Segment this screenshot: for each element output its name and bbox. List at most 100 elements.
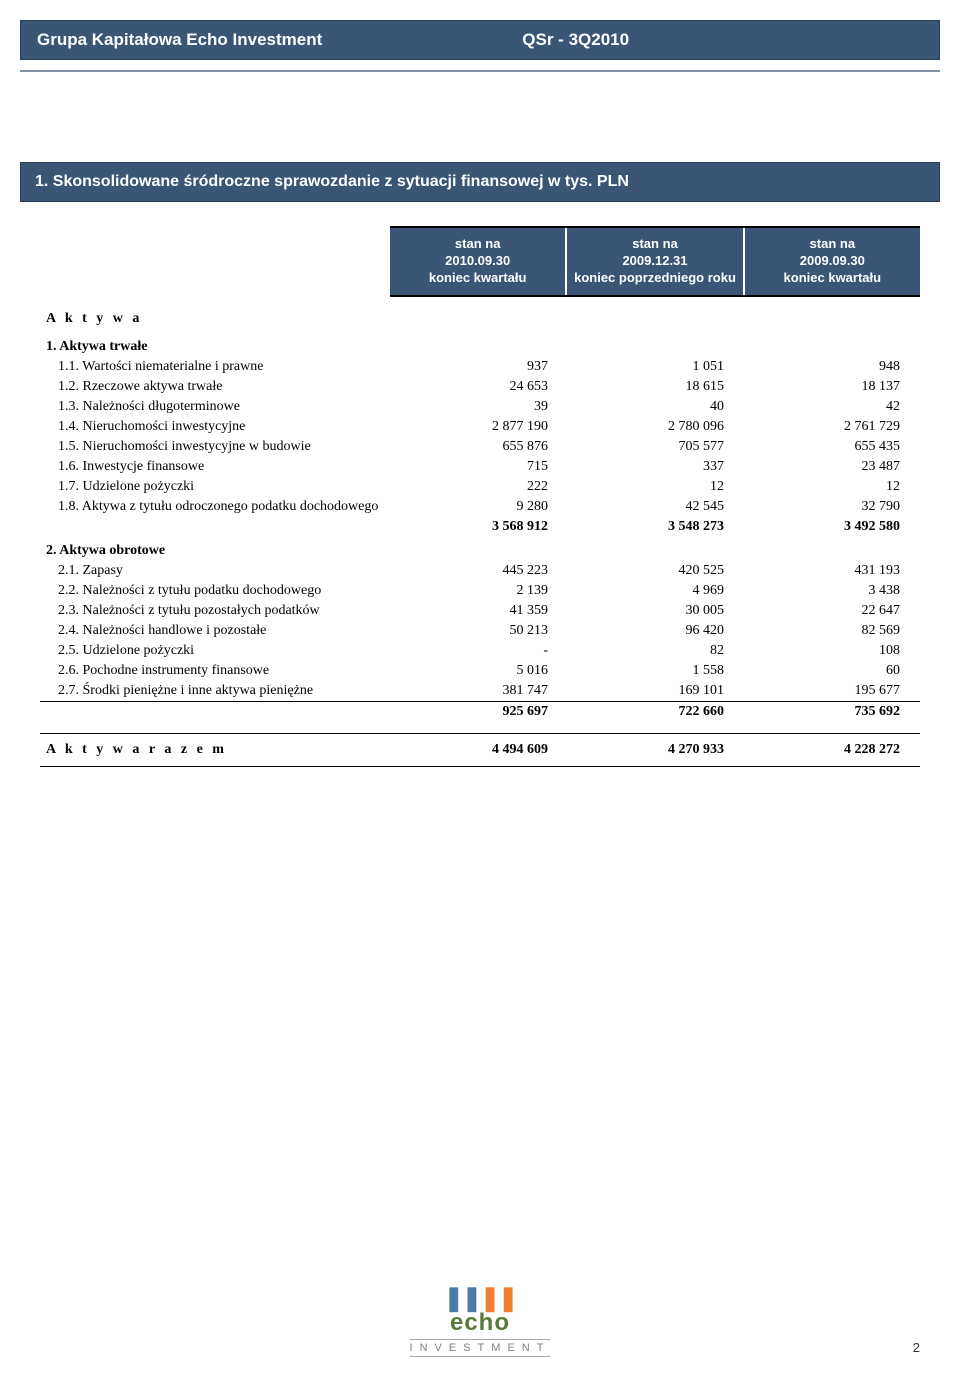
table-row: 2.3. Należności z tytułu pozostałych pod… — [40, 601, 920, 621]
row-label: 1.3. Należności długoterminowe — [40, 397, 392, 417]
row-value — [392, 333, 568, 357]
column-headers-row: stan na 2010.09.30 koniec kwartału stan … — [40, 226, 920, 297]
spacer-row — [40, 722, 920, 734]
row-value: 9 280 — [392, 497, 568, 517]
page-footer: ❚❚❚❚ echo INVESTMENT — [0, 1284, 960, 1357]
label-column-spacer — [40, 226, 390, 297]
row-value: 42 — [744, 397, 920, 417]
header-underline — [20, 70, 940, 72]
row-value: 937 — [392, 357, 568, 377]
row-label: 1.5. Nieruchomości inwestycyjne w budowi… — [40, 437, 392, 457]
table-row: 1.8. Aktywa z tytułu odroczonego podatku… — [40, 497, 920, 517]
col2-line2: 2009.12.31 — [622, 253, 687, 268]
row-value: 948 — [744, 357, 920, 377]
row-label: 1.2. Rzeczowe aktywa trwałe — [40, 377, 392, 397]
table-row: A k t y w a — [40, 297, 920, 333]
col3-line2: 2009.09.30 — [800, 253, 865, 268]
grand-value: 4 494 609 — [392, 734, 568, 767]
financial-table-wrap: A k t y w a1. Aktywa trwałe1.1. Wartości… — [40, 297, 920, 768]
logo-subtext: INVESTMENT — [410, 1339, 551, 1357]
row-value: 381 747 — [392, 681, 568, 702]
table-row: 2.1. Zapasy445 223420 525431 193 — [40, 561, 920, 581]
row-value: 431 193 — [744, 561, 920, 581]
col-head-3: stan na 2009.09.30 koniec kwartału — [745, 228, 920, 295]
report-ref: QSr - 3Q2010 — [522, 30, 629, 50]
col1-line1: stan na — [455, 236, 501, 251]
row-value: 22 647 — [744, 601, 920, 621]
row-label: 2.5. Udzielone pożyczki — [40, 641, 392, 661]
row-value: 40 — [568, 397, 744, 417]
table-row: 2.2. Należności z tytułu podatku dochodo… — [40, 581, 920, 601]
table-row: 1.3. Należności długoterminowe394042 — [40, 397, 920, 417]
row-label: 2.1. Zapasy — [40, 561, 392, 581]
row-value: 2 139 — [392, 581, 568, 601]
row-value: 82 569 — [744, 621, 920, 641]
row-value: 4 969 — [568, 581, 744, 601]
row-value — [568, 297, 744, 333]
col2-line1: stan na — [632, 236, 678, 251]
table-row: 1.6. Inwestycje finansowe71533723 487 — [40, 457, 920, 477]
row-value: 1 558 — [568, 661, 744, 681]
col1-line2: 2010.09.30 — [445, 253, 510, 268]
table-row: 1.4. Nieruchomości inwestycyjne2 877 190… — [40, 417, 920, 437]
row-value: 23 487 — [744, 457, 920, 477]
row-value: 195 677 — [744, 681, 920, 702]
col-head-1: stan na 2010.09.30 koniec kwartału — [390, 228, 567, 295]
row-label: 1.1. Wartości niematerialne i prawne — [40, 357, 392, 377]
row-value — [744, 333, 920, 357]
section-title-bar: 1. Skonsolidowane śródroczne sprawozdani… — [20, 162, 940, 202]
row-value: 42 545 — [568, 497, 744, 517]
row-value — [392, 537, 568, 561]
row-value: 12 — [744, 477, 920, 497]
row-value: 337 — [568, 457, 744, 477]
page-number: 2 — [913, 1340, 920, 1355]
grand-value: 4 270 933 — [568, 734, 744, 767]
row-label: 2.2. Należności z tytułu podatku dochodo… — [40, 581, 392, 601]
row-value: 2 877 190 — [392, 417, 568, 437]
table-row: 1.2. Rzeczowe aktywa trwałe24 65318 6151… — [40, 377, 920, 397]
row-label: 1.7. Udzielone pożyczki — [40, 477, 392, 497]
row-value: - — [392, 641, 568, 661]
row-value: 96 420 — [568, 621, 744, 641]
row-value: 32 790 — [744, 497, 920, 517]
row-value: 705 577 — [568, 437, 744, 457]
row-value: 60 — [744, 661, 920, 681]
table-row: 925 697722 660735 692 — [40, 701, 920, 722]
row-value: 50 213 — [392, 621, 568, 641]
grand-total-row: A k t y w a r a z e m4 494 6094 270 9334… — [40, 734, 920, 767]
col-head-2: stan na 2009.12.31 koniec poprzedniego r… — [567, 228, 744, 295]
row-value: 2 780 096 — [568, 417, 744, 437]
table-row: 1. Aktywa trwałe — [40, 333, 920, 357]
company-name: Grupa Kapitałowa Echo Investment — [37, 30, 322, 50]
col2-line3: koniec poprzedniego roku — [574, 270, 736, 285]
row-value: 18 615 — [568, 377, 744, 397]
row-label — [40, 701, 392, 722]
col3-line1: stan na — [810, 236, 856, 251]
row-value: 2 761 729 — [744, 417, 920, 437]
row-label: 2.4. Należności handlowe i pozostałe — [40, 621, 392, 641]
row-value: 18 137 — [744, 377, 920, 397]
row-value: 420 525 — [568, 561, 744, 581]
row-label: 2.3. Należności z tytułu pozostałych pod… — [40, 601, 392, 621]
row-value — [744, 537, 920, 561]
row-label: 2.6. Pochodne instrumenty finansowe — [40, 661, 392, 681]
row-value: 722 660 — [568, 701, 744, 722]
row-value: 12 — [568, 477, 744, 497]
row-label — [40, 517, 392, 537]
grand-label: A k t y w a r a z e m — [40, 734, 392, 767]
row-value: 169 101 — [568, 681, 744, 702]
table-row: 2.7. Środki pieniężne i inne aktywa pien… — [40, 681, 920, 702]
logo-text: echo — [410, 1309, 551, 1337]
row-value: 41 359 — [392, 601, 568, 621]
report-header: Grupa Kapitałowa Echo Investment QSr - 3… — [0, 12, 960, 72]
row-label: 2. Aktywa obrotowe — [40, 537, 392, 561]
row-label: 1. Aktywa trwałe — [40, 333, 392, 357]
row-value — [744, 297, 920, 333]
row-value: 82 — [568, 641, 744, 661]
table-row: 2. Aktywa obrotowe — [40, 537, 920, 561]
page: Grupa Kapitałowa Echo Investment QSr - 3… — [0, 12, 960, 1377]
row-value: 3 548 273 — [568, 517, 744, 537]
row-label: A k t y w a — [40, 297, 392, 333]
row-value: 715 — [392, 457, 568, 477]
row-value: 3 492 580 — [744, 517, 920, 537]
